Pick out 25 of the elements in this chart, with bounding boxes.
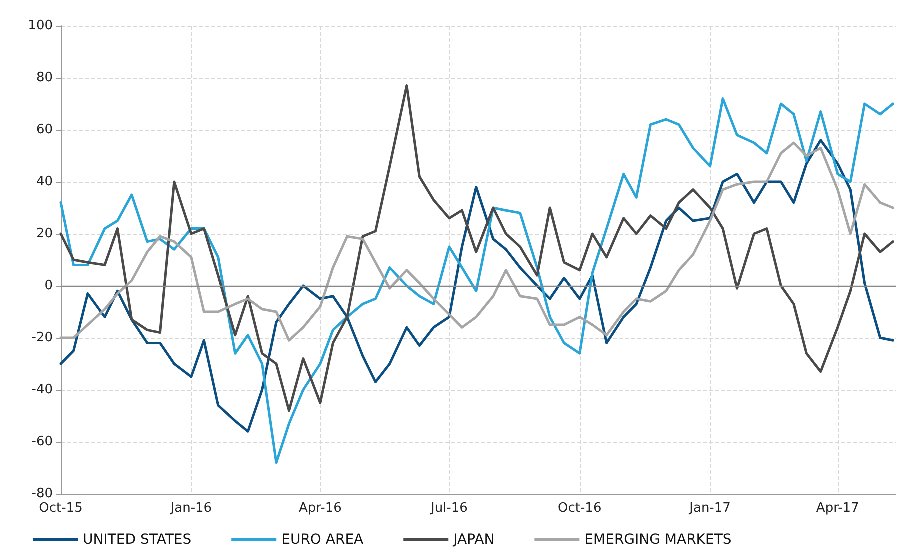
x-tick-label: Apr-17 — [816, 501, 860, 516]
legend-label: UNITED STATES — [83, 532, 192, 548]
legend-label: EMERGING MARKETS — [584, 532, 732, 548]
x-tick-label: Oct-15 — [39, 501, 83, 516]
y-tick-label: -40 — [32, 382, 53, 398]
y-tick-label: -20 — [32, 330, 53, 346]
x-tick-label: Jul-16 — [430, 501, 468, 516]
x-tick-label: Jan-16 — [170, 501, 212, 516]
line-series — [60, 84, 894, 412]
y-tick-label: 0 — [44, 278, 53, 294]
y-tick-label: 60 — [36, 122, 53, 138]
legend-label: EURO AREA — [282, 532, 364, 548]
line-series — [60, 139, 894, 433]
x-tick-label: Apr-16 — [298, 501, 342, 516]
line-series — [60, 98, 894, 464]
y-tick-label: 80 — [36, 70, 53, 86]
x-tick-label: Oct-16 — [558, 501, 602, 516]
y-tick-label: 20 — [36, 226, 53, 242]
y-tick-label: -60 — [32, 434, 53, 450]
y-tick-label: 100 — [28, 18, 53, 34]
y-tick-label: 40 — [36, 174, 53, 190]
line-series — [60, 142, 894, 342]
legend-label: JAPAN — [452, 532, 495, 548]
x-tick-label: Jan-17 — [688, 501, 731, 516]
y-tick-label: -80 — [32, 486, 53, 502]
